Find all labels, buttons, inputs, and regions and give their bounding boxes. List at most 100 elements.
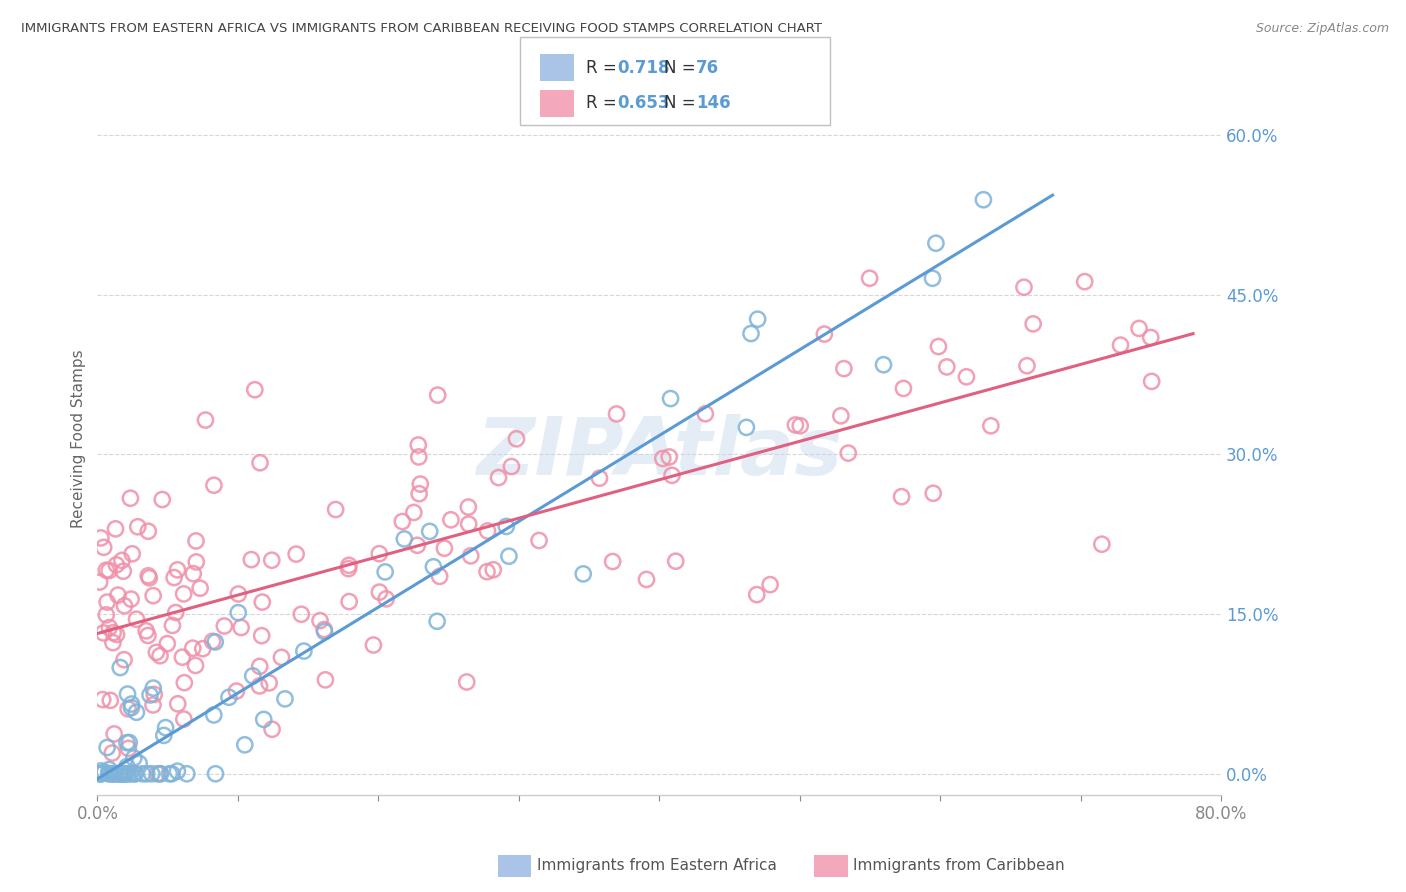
Point (325, 502, 347, 516)
Point (117, 687, 139, 701)
Text: 146: 146 (696, 95, 731, 112)
Point (115, 736, 138, 750)
Point (495, 519, 517, 533)
Text: N =: N = (664, 59, 700, 77)
Point (93, 626, 115, 640)
Point (149, 766, 172, 780)
Point (101, 766, 124, 780)
Point (406, 538, 429, 552)
Text: Immigrants from Eastern Africa: Immigrants from Eastern Africa (537, 858, 778, 872)
Point (103, 625, 125, 640)
Text: 0.718: 0.718 (617, 59, 669, 77)
Point (429, 569, 451, 583)
Point (419, 524, 441, 539)
Point (181, 641, 204, 656)
Point (1139, 330, 1161, 344)
Point (1109, 338, 1132, 352)
Point (101, 746, 124, 760)
Point (87, 766, 110, 780)
Point (157, 766, 180, 780)
Point (214, 619, 236, 633)
Point (166, 697, 188, 711)
Text: R =: R = (586, 95, 623, 112)
Text: ZIPAtlas: ZIPAtlas (477, 414, 842, 491)
Text: R =: R = (586, 59, 623, 77)
Point (110, 766, 132, 780)
Point (1015, 359, 1038, 373)
Text: Source: ZipAtlas.com: Source: ZipAtlas.com (1256, 22, 1389, 36)
Point (165, 606, 187, 620)
Point (98, 766, 121, 780)
Point (162, 618, 184, 632)
Point (98, 564, 121, 578)
Point (114, 766, 136, 780)
Point (186, 555, 208, 569)
Point (391, 515, 413, 529)
Point (202, 478, 225, 492)
Point (572, 566, 595, 581)
Point (173, 587, 195, 601)
Point (740, 326, 762, 341)
Point (735, 420, 758, 434)
Point (460, 549, 482, 563)
Point (440, 513, 463, 527)
Point (181, 566, 204, 581)
Point (184, 658, 207, 673)
Point (136, 628, 159, 642)
Point (314, 623, 336, 637)
Point (112, 766, 135, 780)
Point (163, 571, 186, 585)
Point (202, 708, 225, 723)
Y-axis label: Receiving Food Stamps: Receiving Food Stamps (72, 349, 86, 528)
Point (422, 559, 444, 574)
Point (457, 516, 479, 531)
Point (257, 676, 280, 690)
Point (785, 417, 807, 432)
Point (184, 533, 207, 548)
Point (93, 541, 115, 555)
Point (160, 766, 183, 780)
Point (97, 766, 120, 780)
Point (658, 450, 681, 464)
Text: Immigrants from Caribbean: Immigrants from Caribbean (853, 858, 1066, 872)
Text: 76: 76 (696, 59, 718, 77)
Point (408, 438, 430, 452)
Point (1022, 317, 1045, 331)
Point (859, 271, 882, 285)
Point (482, 563, 505, 577)
Point (105, 627, 128, 641)
Point (980, 418, 1002, 433)
Point (402, 505, 425, 519)
Point (747, 312, 769, 326)
Point (105, 558, 128, 572)
Point (120, 491, 142, 506)
Point (651, 451, 673, 466)
Point (249, 679, 271, 693)
Point (152, 728, 174, 742)
Point (337, 558, 360, 573)
Point (139, 688, 162, 702)
Point (191, 641, 214, 656)
Point (501, 459, 523, 474)
Point (90, 766, 112, 780)
Point (972, 193, 994, 207)
Point (101, 636, 124, 650)
Point (150, 492, 173, 507)
Text: 0.653: 0.653 (617, 95, 669, 112)
Point (149, 766, 172, 780)
Point (243, 383, 266, 397)
Point (89, 575, 111, 590)
Point (527, 533, 550, 548)
Point (121, 547, 143, 561)
Point (90, 764, 112, 778)
Point (166, 563, 188, 577)
Point (155, 721, 177, 735)
Point (115, 759, 138, 773)
Point (194, 413, 217, 427)
Point (125, 706, 148, 720)
Point (233, 738, 256, 752)
Point (225, 684, 247, 698)
Point (890, 490, 912, 504)
Point (475, 565, 498, 579)
Point (96, 563, 118, 577)
